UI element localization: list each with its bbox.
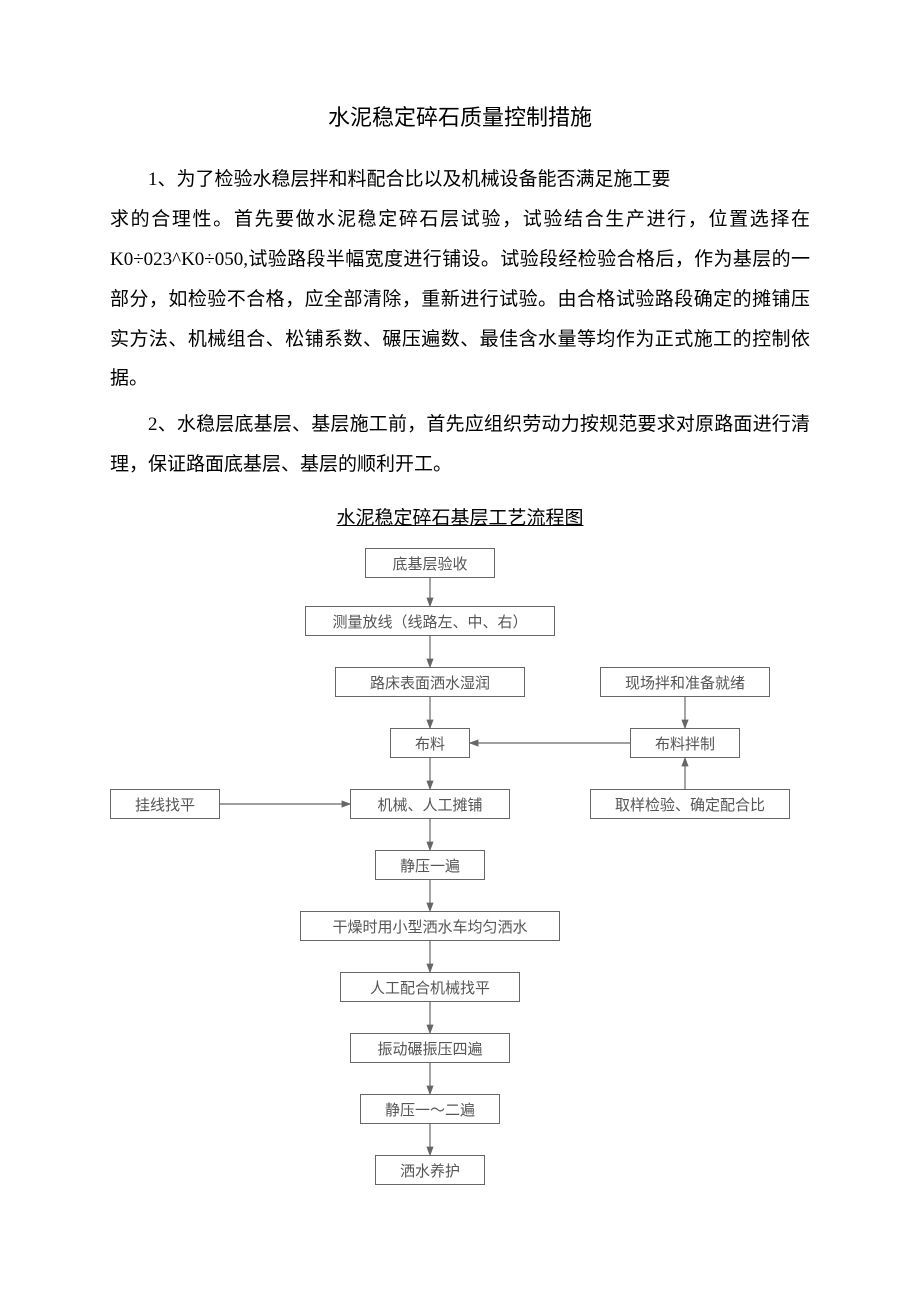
flow-node-l1: 挂线找平 xyxy=(110,789,220,819)
paragraph-1-rest: 求的合理性。首先要做水泥稳定碎石层试验，试验结合生产进行，位置选择在K0÷023… xyxy=(110,200,810,399)
document-title: 水泥稳定碎石质量控制措施 xyxy=(110,100,810,132)
flow-node-s2: 布料拌制 xyxy=(630,728,740,758)
flow-node-n5: 机械、人工摊铺 xyxy=(350,789,510,819)
paragraph-1-line-1: 1、为了检验水稳层拌和料配合比以及机械设备能否满足施工要 xyxy=(110,160,810,200)
flowchart-connectors xyxy=(110,548,810,1228)
flowchart-title: 水泥稳定碎石基层工艺流程图 xyxy=(110,503,810,530)
flowchart-container: 底基层验收测量放线（线路左、中、右） 路床表面洒水湿润布料机械、人工摊铺静压一遍干… xyxy=(110,548,810,1228)
flow-node-n8: 人工配合机械找平 xyxy=(340,972,520,1002)
flow-node-n10: 静压一～二遍 xyxy=(360,1094,500,1124)
flow-node-n6: 静压一遍 xyxy=(375,850,485,880)
paragraph-2: 2、水稳层底基层、基层施工前，首先应组织劳动力按规范要求对原路面进行清理，保证路… xyxy=(110,405,810,485)
flow-node-n7: 干燥时用小型洒水车均匀洒水 xyxy=(300,911,560,941)
flow-node-n11: 洒水养护 xyxy=(375,1155,485,1185)
flow-node-n4: 布料 xyxy=(390,728,470,758)
flow-node-n3: 路床表面洒水湿润 xyxy=(335,667,525,697)
flow-node-s1: 现场拌和准备就绪 xyxy=(600,667,770,697)
flow-node-n1: 底基层验收 xyxy=(365,548,495,578)
flow-node-n2: 测量放线（线路左、中、右） xyxy=(305,606,555,636)
flow-node-s3: 取样检验、确定配合比 xyxy=(590,789,790,819)
flow-node-n9: 振动碾振压四遍 xyxy=(350,1033,510,1063)
